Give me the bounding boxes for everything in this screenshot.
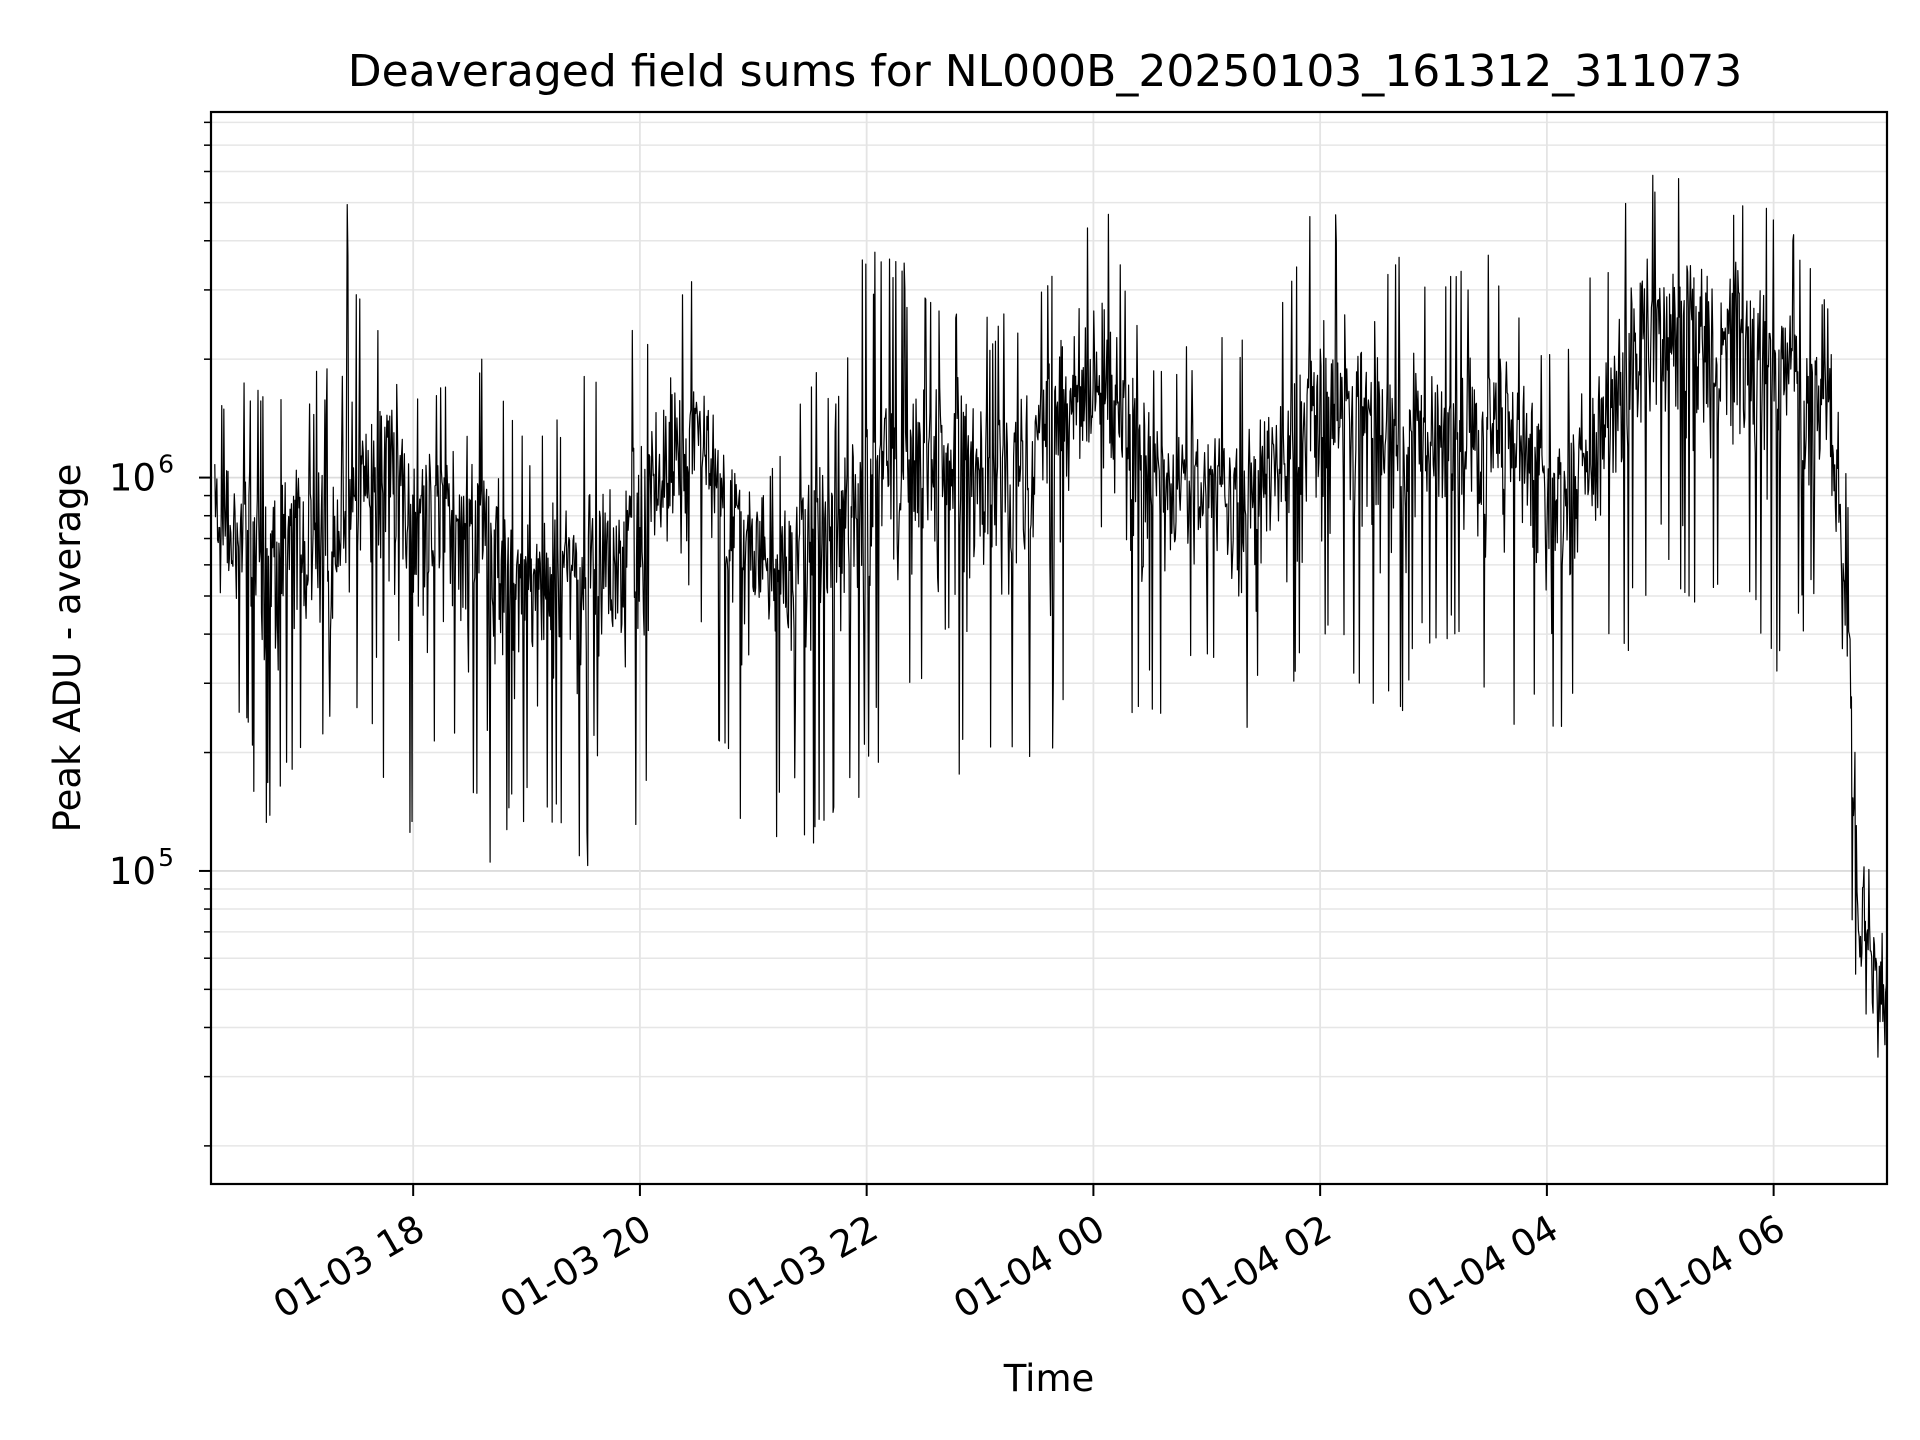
y-axis-label: Peak ADU - average	[46, 464, 89, 833]
plot-area	[211, 112, 1887, 1184]
chart-title: Deaveraged field sums for NL000B_2025010…	[348, 46, 1742, 97]
plot-frame	[209, 110, 1889, 1186]
data-layer	[214, 174, 1888, 1058]
x-axis-label: Time	[1003, 1357, 1095, 1400]
x-grid	[412, 112, 1775, 1184]
y-tick-exponent: 5	[158, 843, 174, 872]
y-tick-label: 10	[109, 850, 156, 893]
y-tick-exponent: 6	[158, 450, 174, 479]
series-line	[214, 174, 1888, 1058]
y-tick-label: 10	[109, 457, 156, 500]
